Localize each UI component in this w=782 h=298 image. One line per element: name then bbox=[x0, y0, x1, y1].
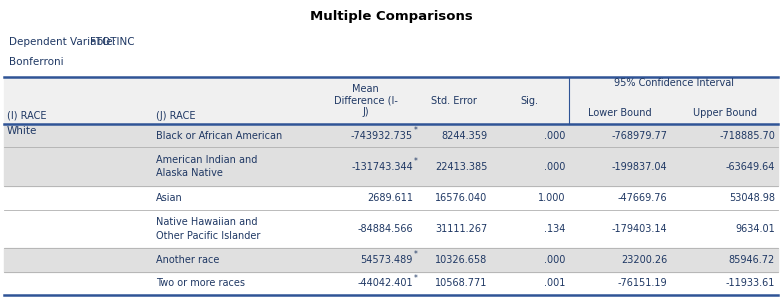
Text: 10568.771: 10568.771 bbox=[435, 278, 487, 288]
Text: 23200.26: 23200.26 bbox=[621, 255, 667, 265]
Text: -131743.344: -131743.344 bbox=[351, 162, 413, 172]
Text: (J) RACE: (J) RACE bbox=[156, 111, 196, 120]
Text: Mean
Difference (I-
J): Mean Difference (I- J) bbox=[334, 84, 397, 117]
Text: -63649.64: -63649.64 bbox=[726, 162, 775, 172]
Text: Sig.: Sig. bbox=[521, 96, 539, 106]
Text: -76151.19: -76151.19 bbox=[618, 278, 667, 288]
Text: -84884.566: -84884.566 bbox=[357, 224, 413, 234]
Text: American Indian and
Alaska Native: American Indian and Alaska Native bbox=[156, 155, 257, 179]
Text: -743932.735: -743932.735 bbox=[351, 131, 413, 141]
Text: 9634.01: 9634.01 bbox=[735, 224, 775, 234]
Text: 31111.267: 31111.267 bbox=[435, 224, 487, 234]
Text: .000: .000 bbox=[544, 255, 565, 265]
Bar bbox=[4, 77, 778, 124]
Text: -718885.70: -718885.70 bbox=[719, 131, 775, 141]
Text: Lower Bound: Lower Bound bbox=[588, 108, 651, 118]
Text: .000: .000 bbox=[544, 131, 565, 141]
Text: 10326.658: 10326.658 bbox=[435, 255, 487, 265]
Text: 8244.359: 8244.359 bbox=[441, 131, 487, 141]
Text: Multiple Comparisons: Multiple Comparisons bbox=[310, 10, 472, 24]
Text: 1.000: 1.000 bbox=[538, 193, 565, 203]
Bar bbox=[4, 148, 778, 186]
Text: *: * bbox=[414, 157, 418, 166]
Text: -768979.77: -768979.77 bbox=[611, 131, 667, 141]
Text: Another race: Another race bbox=[156, 255, 219, 265]
Bar bbox=[4, 124, 778, 148]
Text: -44042.401: -44042.401 bbox=[357, 278, 413, 288]
Text: Bonferroni: Bonferroni bbox=[9, 57, 64, 67]
Text: 22413.385: 22413.385 bbox=[435, 162, 487, 172]
Text: -11933.61: -11933.61 bbox=[726, 278, 775, 288]
Text: 85946.72: 85946.72 bbox=[729, 255, 775, 265]
Text: Upper Bound: Upper Bound bbox=[694, 108, 757, 118]
Text: *: * bbox=[414, 126, 418, 135]
Text: FTOTINC: FTOTINC bbox=[90, 37, 135, 47]
Text: 95% Confidence Interval: 95% Confidence Interval bbox=[615, 78, 734, 88]
Text: Std. Error: Std. Error bbox=[431, 96, 476, 106]
Text: .134: .134 bbox=[544, 224, 565, 234]
Text: Dependent Variable:: Dependent Variable: bbox=[9, 37, 117, 47]
Text: (I) RACE: (I) RACE bbox=[7, 111, 47, 120]
Text: *: * bbox=[414, 250, 418, 259]
Text: -47669.76: -47669.76 bbox=[618, 193, 667, 203]
Text: .000: .000 bbox=[544, 162, 565, 172]
Text: Black or African American: Black or African American bbox=[156, 131, 282, 141]
Text: -199837.04: -199837.04 bbox=[612, 162, 667, 172]
Text: Asian: Asian bbox=[156, 193, 182, 203]
Text: 53048.98: 53048.98 bbox=[729, 193, 775, 203]
Text: Native Hawaiian and
Other Pacific Islander: Native Hawaiian and Other Pacific Island… bbox=[156, 217, 260, 240]
Text: *: * bbox=[414, 274, 418, 283]
Bar bbox=[4, 249, 778, 272]
Text: Two or more races: Two or more races bbox=[156, 278, 245, 288]
Text: .001: .001 bbox=[544, 278, 565, 288]
Text: 16576.040: 16576.040 bbox=[435, 193, 487, 203]
Text: 54573.489: 54573.489 bbox=[361, 255, 413, 265]
Text: White: White bbox=[7, 125, 38, 136]
Text: 2689.611: 2689.611 bbox=[367, 193, 413, 203]
Text: -179403.14: -179403.14 bbox=[612, 224, 667, 234]
